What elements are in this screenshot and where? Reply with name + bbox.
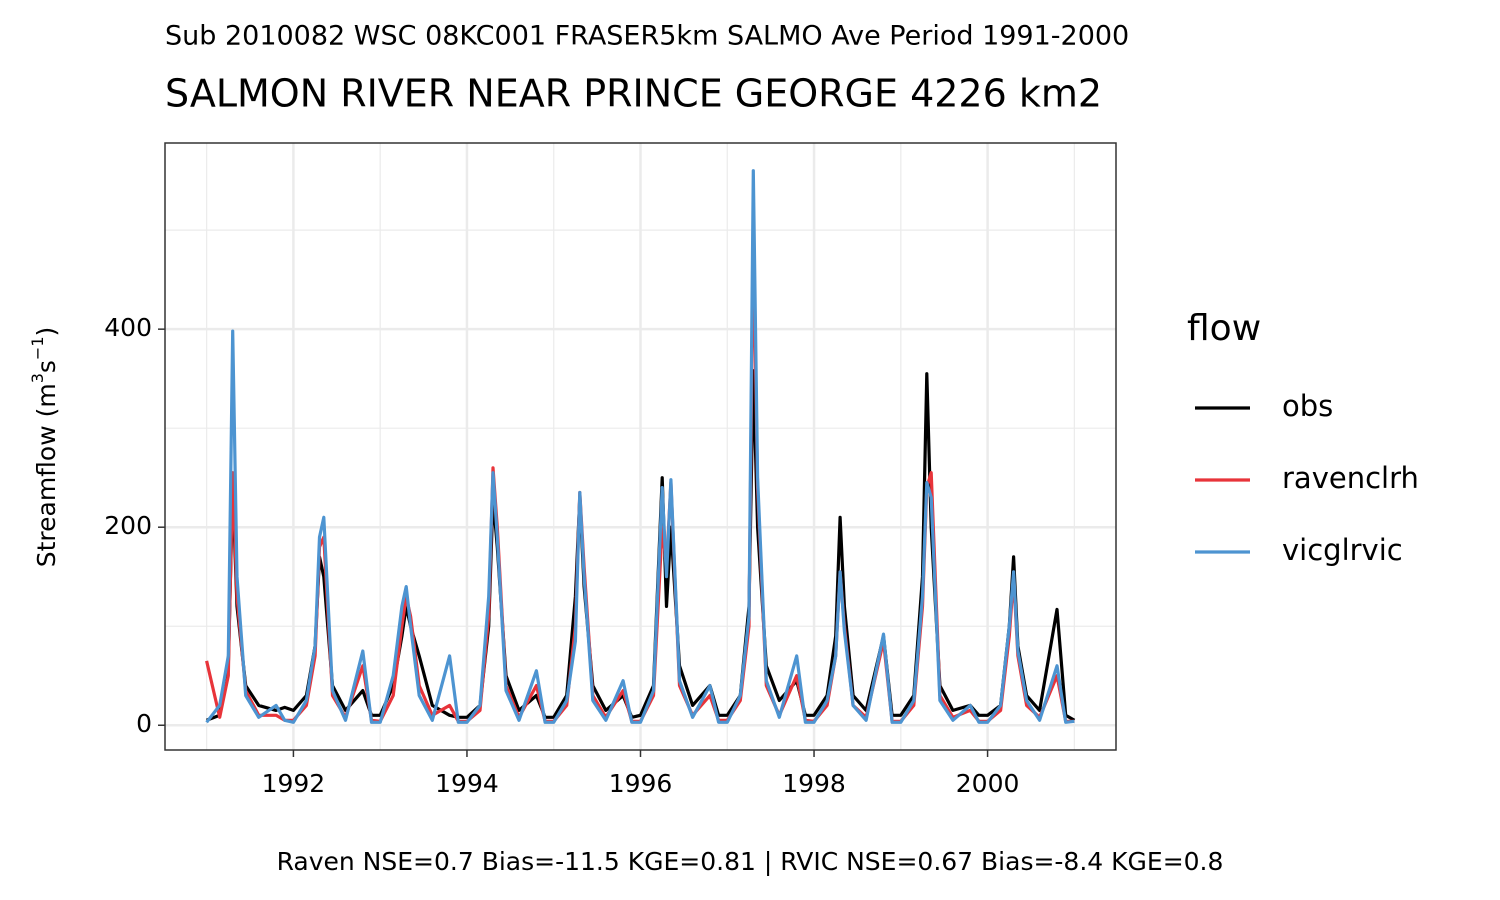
x-tick-label: 1996 xyxy=(609,769,673,798)
y-label-part: 3 xyxy=(28,373,47,383)
y-tick-label: 200 xyxy=(104,511,152,540)
series-line xyxy=(205,169,1075,724)
x-tick-label: 1992 xyxy=(262,769,326,798)
x-tick-label: 1998 xyxy=(782,769,846,798)
legend-label: obs xyxy=(1282,389,1333,423)
y-tick-label: 0 xyxy=(136,709,152,738)
caption: Raven NSE=0.7 Bias=-11.5 KGE=0.81 | RVIC… xyxy=(277,847,1224,876)
series-line xyxy=(206,369,1076,722)
plot-border xyxy=(164,142,1117,751)
legend-label: vicglrvic xyxy=(1282,533,1403,567)
y-label-part: s xyxy=(32,360,61,373)
x-tick-label: 2000 xyxy=(956,769,1020,798)
legend-label: ravenclrh xyxy=(1282,461,1419,495)
legend-title: flow xyxy=(1187,308,1261,349)
x-tick-label: 1994 xyxy=(435,769,499,798)
y-label-part: ) xyxy=(32,327,61,337)
y-label-part: −1 xyxy=(28,336,47,360)
chart-title: SALMON RIVER NEAR PRINCE GEORGE 4226 km2 xyxy=(165,72,1102,116)
y-tick-label: 400 xyxy=(104,313,152,342)
y-label-part: Streamflow (m xyxy=(32,383,61,567)
y-axis-label: Streamflow (m3s−1) xyxy=(28,327,61,568)
chart-subtitle: Sub 2010082 WSC 08KC001 FRASER5km SALMO … xyxy=(165,21,1129,52)
